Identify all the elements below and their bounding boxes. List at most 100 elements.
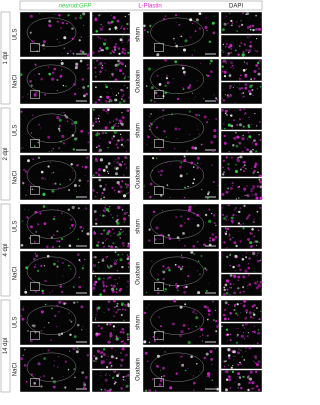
tissue-signal xyxy=(188,84,192,87)
tissue-signal xyxy=(113,130,117,134)
tissue-signal xyxy=(98,63,100,65)
tissue-signal xyxy=(252,144,254,146)
tissue-signal xyxy=(232,350,236,354)
tissue-signal xyxy=(185,280,186,282)
tissue-signal xyxy=(78,184,81,187)
tissue-signal xyxy=(229,73,231,76)
tissue-signal xyxy=(143,340,147,344)
tissue-signal xyxy=(102,209,105,212)
tissue-signal xyxy=(20,357,24,361)
tissue-signal xyxy=(48,150,50,153)
tissue-signal xyxy=(122,145,124,146)
tissue-signal xyxy=(121,180,124,183)
tissue-signal xyxy=(236,265,238,267)
tissue-signal xyxy=(104,206,107,209)
tissue-signal xyxy=(99,137,101,139)
tissue-signal xyxy=(175,21,177,23)
tissue-signal xyxy=(43,326,45,328)
tissue-signal xyxy=(254,192,258,196)
tissue-signal xyxy=(37,260,38,262)
tissue-signal xyxy=(115,339,118,341)
tissue-signal xyxy=(208,243,212,247)
tissue-signal xyxy=(116,302,119,305)
tissue-signal xyxy=(113,370,117,373)
tissue-signal xyxy=(144,29,146,31)
tissue-signal xyxy=(242,227,245,230)
tissue-signal xyxy=(238,383,240,385)
tissue-signal xyxy=(225,388,228,392)
tissue-signal xyxy=(47,135,51,139)
tissue-signal xyxy=(32,324,36,328)
tissue-signal xyxy=(196,363,198,365)
tissue-signal xyxy=(187,340,191,345)
tissue-signal xyxy=(165,136,168,138)
tissue-signal xyxy=(230,114,233,117)
tissue-signal xyxy=(233,274,237,278)
tissue-signal xyxy=(117,125,119,127)
tissue-signal xyxy=(109,206,111,208)
tissue-signal xyxy=(40,78,43,81)
tissue-signal xyxy=(226,96,229,99)
tissue-signal xyxy=(200,143,202,145)
tissue-signal xyxy=(148,67,151,71)
tissue-signal xyxy=(191,146,195,150)
tissue-signal xyxy=(118,289,121,292)
tissue-signal xyxy=(66,22,68,25)
tissue-signal xyxy=(147,34,149,36)
tissue-signal xyxy=(113,46,116,49)
tissue-signal xyxy=(173,37,175,40)
tissue-signal xyxy=(208,119,210,120)
tissue-signal xyxy=(101,326,103,328)
tissue-signal xyxy=(68,244,72,247)
tissue-signal xyxy=(245,68,247,70)
tissue-signal xyxy=(37,362,41,366)
tissue-signal xyxy=(34,263,37,266)
tissue-signal xyxy=(122,36,124,38)
tissue-signal xyxy=(73,82,77,87)
tissue-signal xyxy=(244,74,248,78)
tissue-signal xyxy=(173,147,176,150)
tissue-signal xyxy=(228,233,231,235)
tissue-signal xyxy=(111,137,113,140)
tissue-signal xyxy=(70,218,73,221)
tissue-signal xyxy=(214,348,217,350)
tissue-signal xyxy=(42,349,44,351)
tissue-signal xyxy=(153,339,156,342)
tissue-signal xyxy=(95,30,98,33)
tissue-signal xyxy=(179,334,182,338)
tissue-signal xyxy=(53,67,57,71)
tissue-signal xyxy=(117,30,119,31)
tissue-signal xyxy=(165,268,167,270)
tissue-signal xyxy=(123,375,126,378)
tissue-signal xyxy=(203,356,207,360)
tissue-signal xyxy=(102,271,103,273)
tissue-signal xyxy=(93,189,94,191)
tissue-signal xyxy=(195,18,199,22)
tissue-signal xyxy=(118,183,121,186)
tissue-signal xyxy=(207,74,210,77)
tissue-signal xyxy=(232,185,234,187)
tissue-signal xyxy=(148,341,151,344)
tissue-signal xyxy=(34,40,36,42)
tissue-signal xyxy=(199,371,201,372)
tissue-signal xyxy=(198,133,200,135)
tissue-signal xyxy=(222,292,226,296)
tissue-signal xyxy=(106,95,110,99)
tissue-signal xyxy=(156,291,160,295)
tissue-signal xyxy=(58,356,60,358)
zoom-box xyxy=(154,139,164,148)
tissue-signal xyxy=(61,212,63,215)
tissue-signal xyxy=(104,388,107,391)
tissue-signal xyxy=(207,313,211,316)
zoom-image xyxy=(91,177,131,201)
tissue-signal xyxy=(211,300,214,303)
tissue-signal xyxy=(36,50,38,52)
tissue-signal xyxy=(223,17,225,19)
tissue-signal xyxy=(252,190,254,192)
tissue-signal xyxy=(46,245,49,248)
tissue-signal xyxy=(34,210,38,214)
tissue-signal xyxy=(109,338,111,339)
tissue-signal xyxy=(184,369,187,372)
tissue-signal xyxy=(116,246,119,249)
tissue-signal xyxy=(105,110,108,113)
